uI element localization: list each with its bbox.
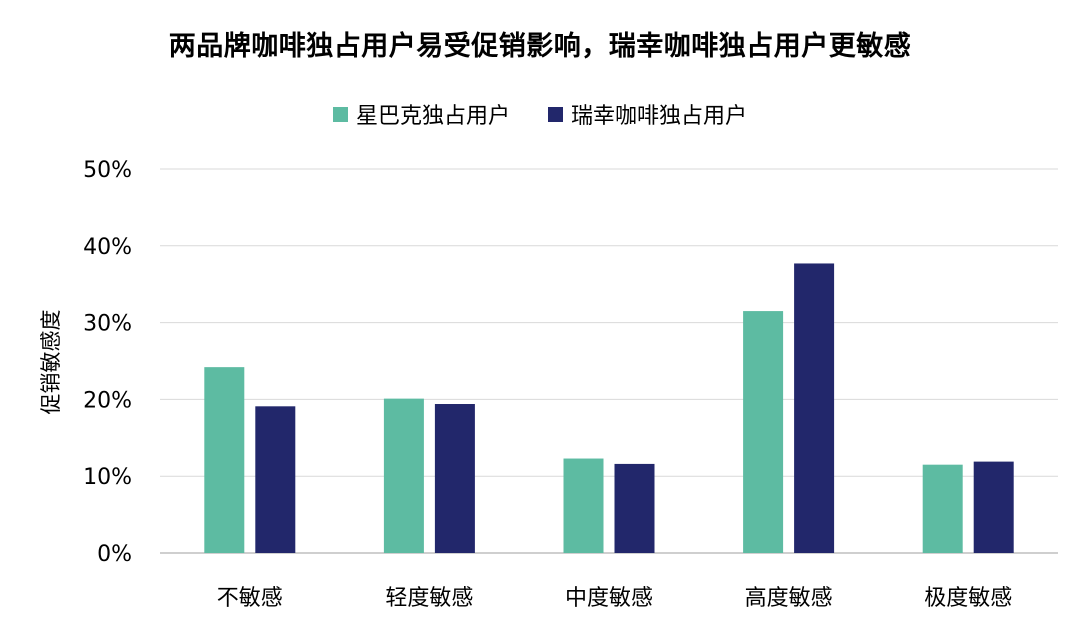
bar-starbucks [383,398,424,553]
y-tick-label: 40% [83,235,132,260]
bars [204,263,1014,553]
legend-item-starbucks: 星巴克独占用户 [332,98,510,130]
x-category-label: 高度敏感 [745,586,833,611]
y-tick-label: 30% [83,312,132,337]
bar-starbucks [922,464,963,553]
bar-starbucks [204,367,245,553]
bar-luckin [434,404,475,553]
y-tick-label: 10% [83,465,132,490]
legend-swatch-starbucks [332,106,348,122]
legend: 星巴克独占用户 瑞幸咖啡独占用户 [0,98,1080,130]
legend-label-luckin: 瑞幸咖啡独占用户 [571,104,748,129]
x-category-label: 极度敏感 [924,586,1012,611]
legend-swatch-luckin [548,106,563,122]
bar-luckin [794,263,835,553]
chart-title: 两品牌咖啡独占用户易受促销影响，瑞幸咖啡独占用户更敏感 [168,31,912,62]
y-tick-label: 20% [83,388,132,413]
bar-starbucks [563,458,604,553]
x-axis-categories: 不敏感 轻度敏感 中度敏感 高度敏感 极度敏感 [217,586,1012,611]
gridlines [160,168,1058,554]
legend-item-luckin: 瑞幸咖啡独占用户 [548,98,747,130]
y-axis-label: 促销敏感度 [39,310,63,415]
y-axis-ticks: 0% 10% 20% 30% 40% 50% [83,158,132,567]
y-tick-label: 50% [83,158,132,183]
legend-label-starbucks: 星巴克独占用户 [355,104,510,129]
bar-luckin [255,406,296,553]
bar-starbucks [743,311,784,553]
bar-luckin [973,461,1014,553]
x-category-label: 不敏感 [217,586,283,611]
x-category-label: 中度敏感 [565,586,653,611]
x-category-label: 轻度敏感 [385,586,473,611]
y-tick-label: 0% [97,542,132,567]
bar-luckin [614,463,655,553]
